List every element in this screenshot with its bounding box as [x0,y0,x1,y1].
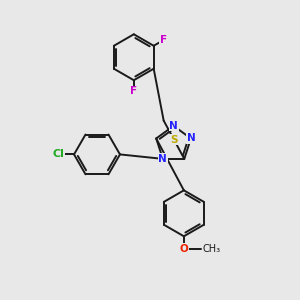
Text: N: N [187,134,195,143]
Text: N: N [158,154,167,164]
Text: S: S [170,135,178,145]
Text: Cl: Cl [53,149,65,159]
Text: O: O [179,244,188,254]
Text: F: F [160,35,167,45]
Text: N: N [169,121,178,131]
Text: CH₃: CH₃ [202,244,220,254]
Text: F: F [130,86,137,96]
